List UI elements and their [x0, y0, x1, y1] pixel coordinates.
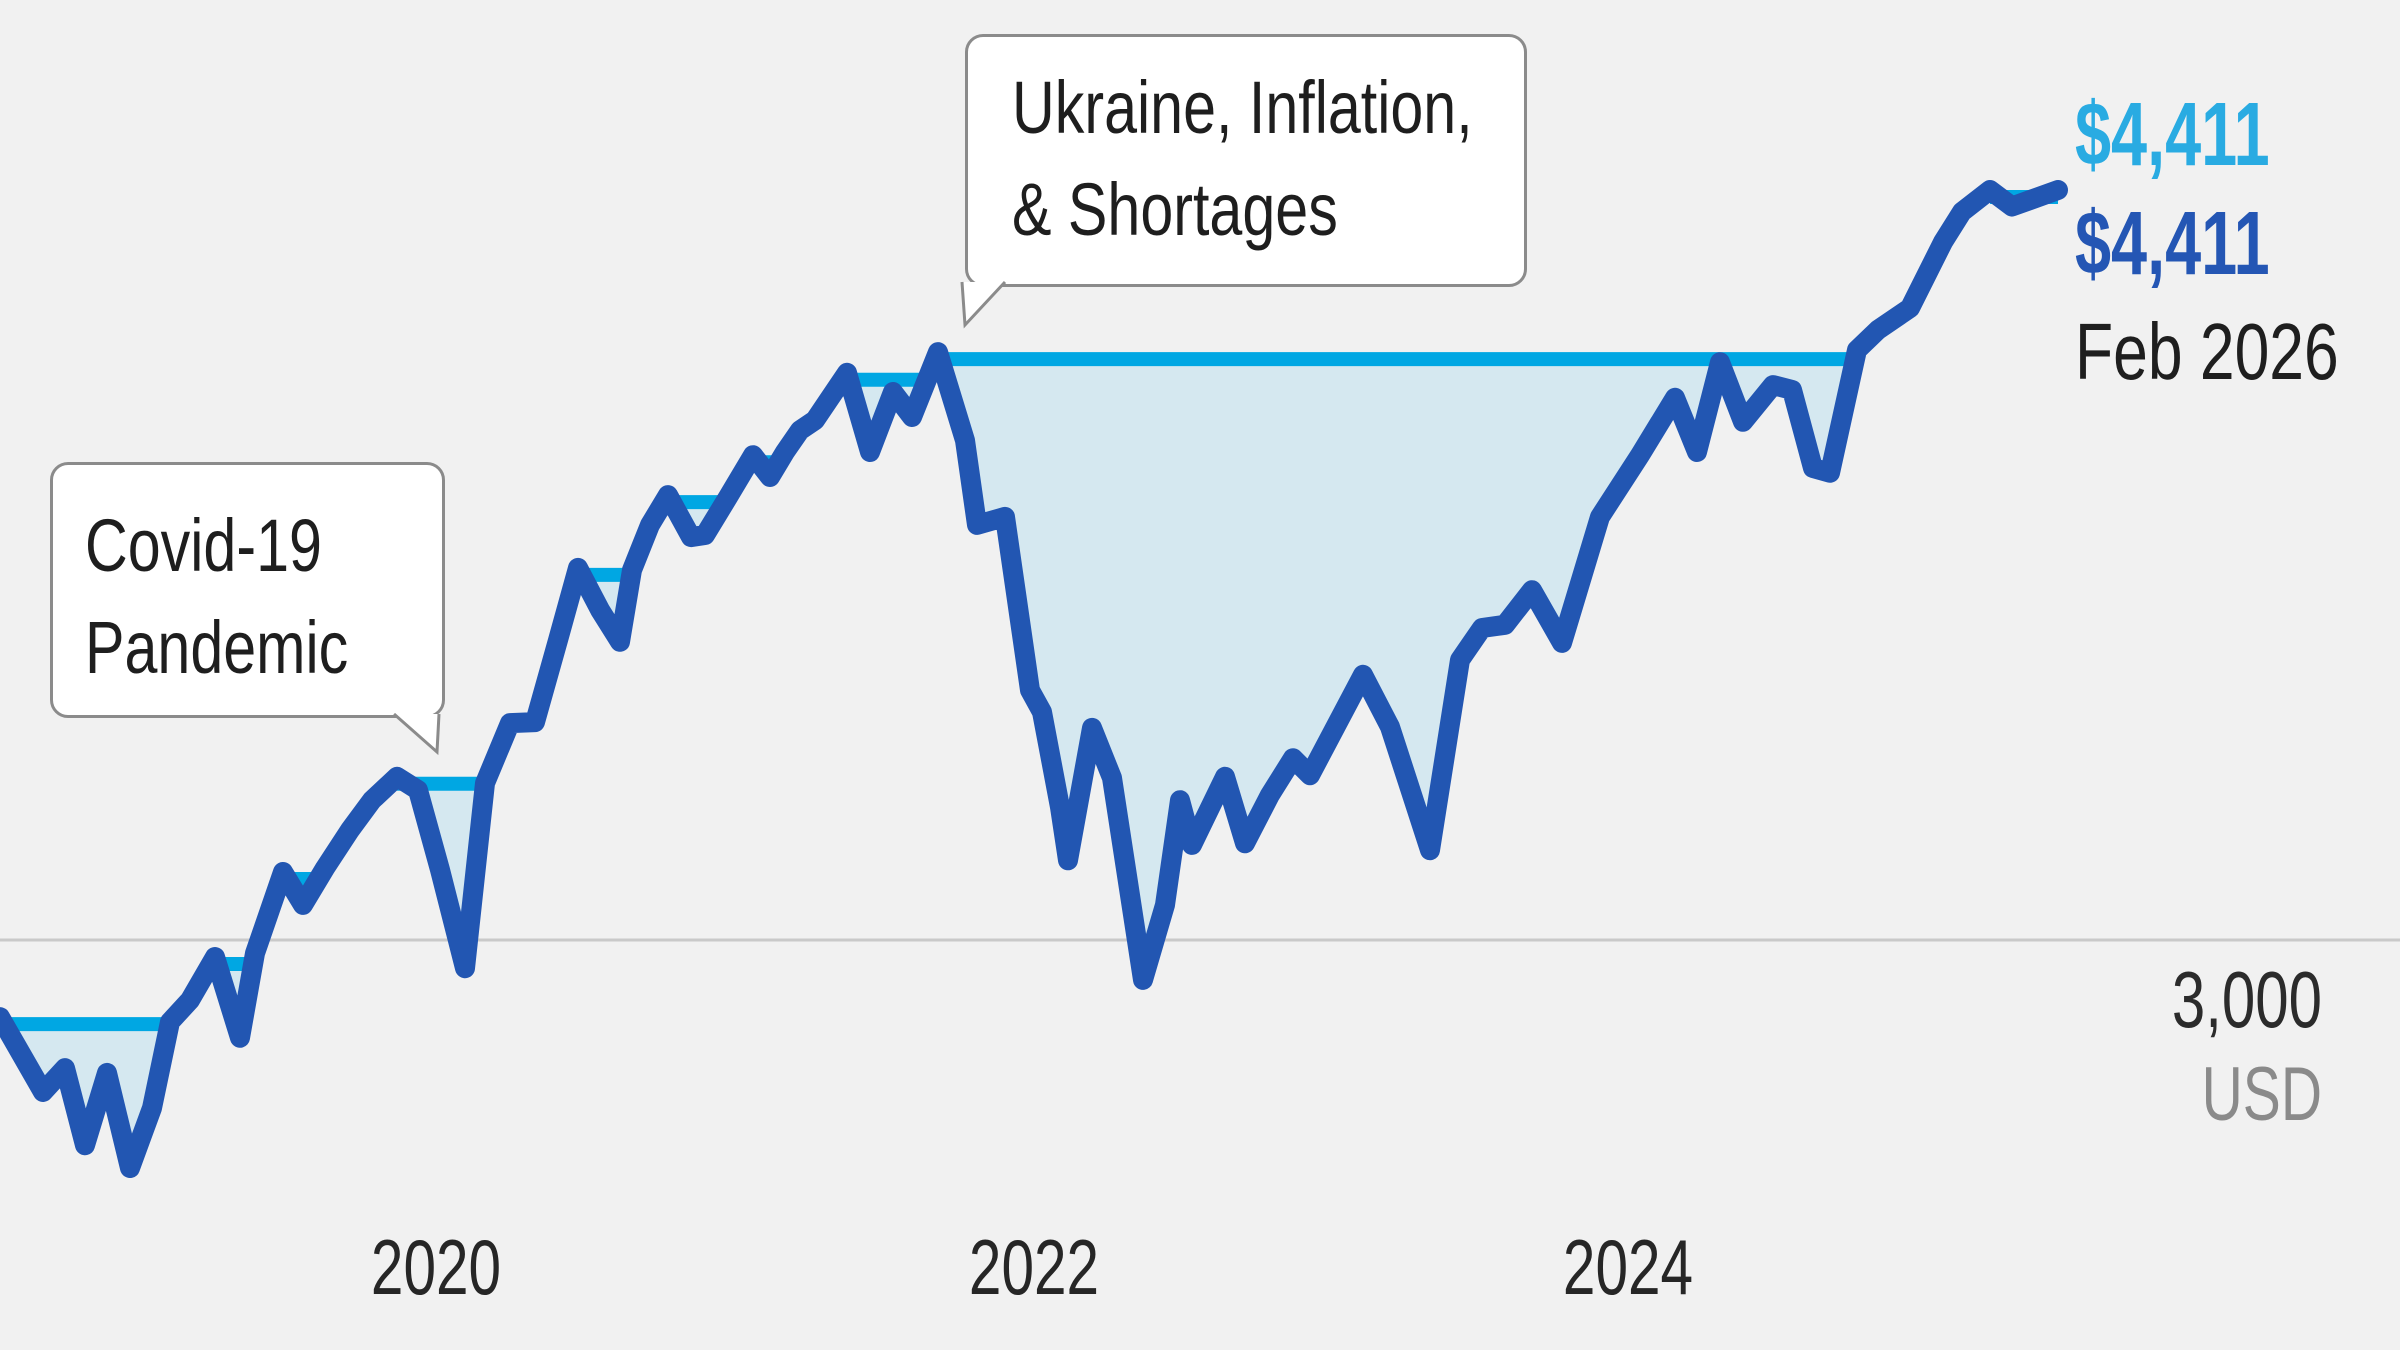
ukraine-callout-line2: & Shortages: [1012, 168, 1338, 251]
ukraine-callout-tail: [960, 280, 1007, 329]
ukraine-callout-line1: Ukraine, Inflation,: [1012, 66, 1473, 149]
x-axis-label-2022: 2022: [968, 1223, 1100, 1311]
end-value-high-water-label: $4,411: [2075, 85, 2270, 185]
drawdown-fill: [938, 352, 1857, 980]
gridline-value-label: 3,000: [2171, 955, 2322, 1044]
x-axis-label-2020: 2020: [370, 1223, 502, 1311]
covid-callout-line2: Pandemic: [85, 606, 349, 689]
covid-callout-line1: Covid-19: [85, 504, 322, 587]
end-value-current-label: $4,411: [2075, 194, 2270, 294]
covid-callout-tail: [393, 712, 441, 756]
ukraine-callout: Ukraine, Inflation, & Shortages: [965, 34, 1527, 287]
x-axis-label-2024: 2024: [1562, 1223, 1694, 1311]
price-line: [0, 180, 2068, 1178]
gridline-unit-label: USD: [2201, 1052, 2322, 1137]
covid-callout: Covid-19 Pandemic: [50, 462, 445, 718]
end-date-label: Feb 2026: [2075, 307, 2339, 396]
